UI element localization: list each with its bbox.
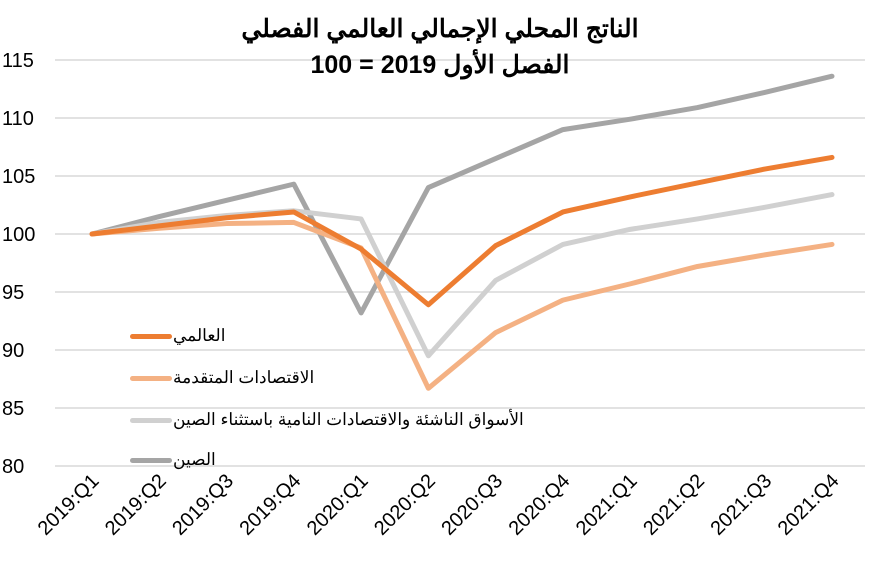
x-tick-label: 2021:Q1 [572, 470, 642, 540]
x-tick-label: 2021:Q3 [706, 470, 776, 540]
y-tick-label: 105 [2, 166, 35, 188]
legend-swatch [130, 375, 172, 381]
y-tick-label: 80 [2, 456, 24, 478]
legend-swatch [130, 333, 172, 339]
x-tick-label: 2020:Q4 [505, 470, 575, 540]
legend-label: الأسواق الناشئة والاقتصادات النامية باست… [173, 410, 524, 429]
y-tick-label: 100 [2, 224, 35, 246]
legend-swatch [130, 457, 172, 463]
legend-label: الصين [173, 450, 216, 469]
y-tick-label: 85 [2, 398, 24, 420]
x-tick-label: 2020:Q1 [303, 470, 373, 540]
chart-title: الناتج المحلي الإجمالي العالمي الفصلي [241, 15, 639, 43]
series-line [89, 154, 835, 308]
series-line [89, 219, 835, 391]
x-tick-label: 2020:Q3 [437, 470, 507, 540]
x-tick-label: 2019:Q3 [168, 470, 238, 540]
y-tick-label: 95 [2, 282, 24, 304]
y-tick-label: 90 [2, 340, 24, 362]
legend-item: الصين [130, 448, 216, 472]
legend-item: الاقتصادات المتقدمة [130, 366, 314, 390]
series-line [89, 73, 835, 316]
legend-label: العالمي [173, 326, 226, 345]
legend-label: الاقتصادات المتقدمة [173, 368, 315, 387]
x-tick-label: 2021:Q4 [774, 470, 844, 540]
x-tick-label: 2021:Q2 [639, 470, 709, 540]
legend-item: الأسواق الناشئة والاقتصادات النامية باست… [130, 408, 524, 432]
y-tick-label: 110 [2, 108, 34, 130]
legend-item: العالمي [130, 324, 225, 348]
x-tick-label: 2020:Q2 [370, 470, 440, 540]
x-tick-label: 2019:Q4 [236, 470, 306, 540]
x-tick-label: 2019:Q2 [101, 470, 171, 540]
x-tick-label: 2019:Q1 [34, 470, 104, 540]
y-tick-label: 115 [2, 50, 34, 72]
legend-swatch [130, 417, 172, 423]
chart-subtitle: الفصل الأول 2019 = 100 [310, 51, 570, 79]
